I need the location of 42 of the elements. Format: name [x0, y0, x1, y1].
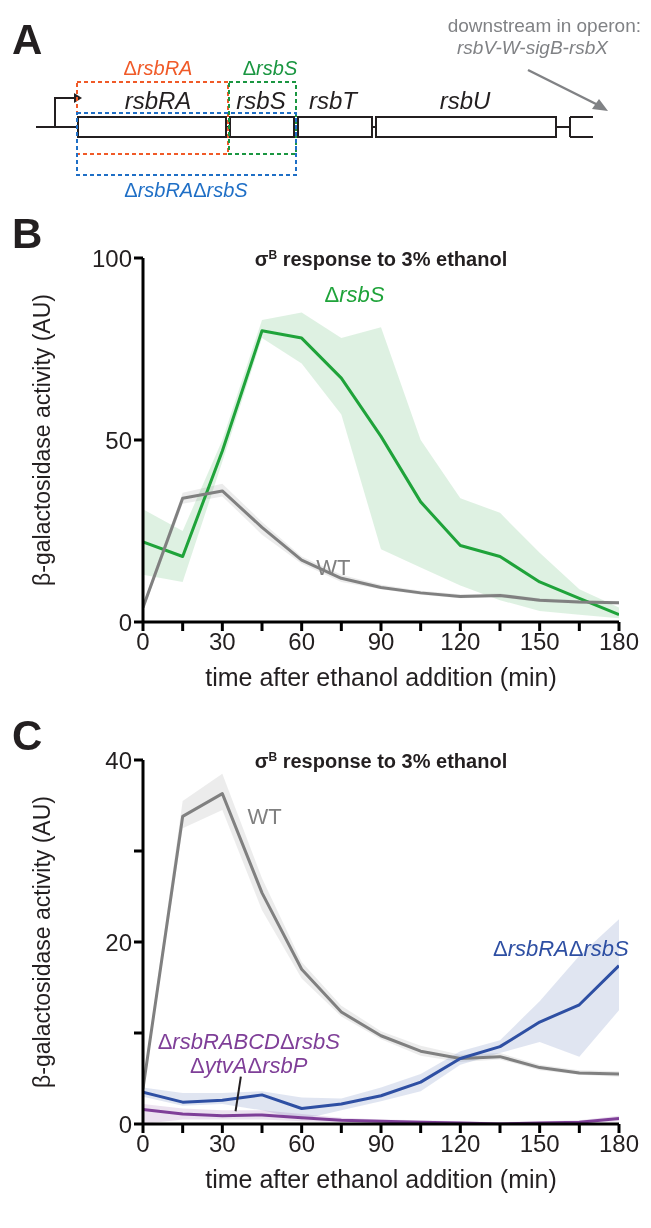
x-tick-label: 60: [288, 1130, 316, 1158]
x-tick-label: 180: [598, 628, 640, 656]
text: rsbT: [309, 87, 360, 114]
x-tick-label: 30: [208, 1130, 236, 1158]
series-label: WT: [247, 803, 282, 829]
x-tick-label: 180: [598, 1130, 640, 1158]
text: ΔrsbRABCDΔrsbS ΔytvAΔrsbP: [157, 1029, 340, 1079]
y-axis-title: β-galactosidase activity (AU): [29, 294, 55, 586]
y-tick-label: 0: [118, 1110, 132, 1138]
x-tick-label: 0: [136, 628, 150, 656]
series-label: ΔrsbS: [324, 281, 385, 307]
x-tick-label: 120: [440, 628, 481, 656]
y-tick-label: 50: [105, 426, 132, 454]
series-label: ΔrsbRAΔrsbS: [492, 935, 630, 961]
text: ΔrsbS: [242, 57, 298, 79]
text: rsbV-W-sigB-rsbX: [457, 37, 610, 58]
text: rsbRA: [124, 87, 192, 114]
text: C: [12, 712, 43, 759]
y-tick-label: 20: [105, 928, 132, 956]
text: rsbU: [439, 87, 491, 114]
x-tick-label: 60: [288, 628, 316, 656]
chart-title: σ$^{B}$ response to 3% ethanol: [254, 248, 508, 270]
x-tick-label: 90: [367, 628, 395, 656]
text: downstream in operon:: [447, 15, 641, 36]
y-tick-label: 0: [118, 608, 132, 636]
x-tick-label: 90: [367, 1130, 395, 1158]
text: A: [12, 16, 43, 63]
y-tick-label: 40: [105, 746, 132, 774]
text: ΔrsbRA: [123, 57, 193, 79]
text: ΔrsbRAΔrsbS: [124, 179, 249, 201]
x-tick-label: 0: [136, 1130, 150, 1158]
y-axis-title: β-galactosidase activity (AU): [29, 796, 55, 1088]
x-tick-label: 120: [440, 1130, 481, 1158]
x-tick-label: 30: [208, 628, 236, 656]
chart-title: σ$^{B}$ response to 3% ethanol: [254, 750, 508, 772]
text: B: [12, 210, 43, 257]
x-axis-title: time after ethanol addition (min): [205, 663, 557, 691]
x-tick-label: 150: [519, 1130, 560, 1158]
x-tick-label: 150: [519, 628, 560, 656]
x-axis-title: time after ethanol addition (min): [205, 1165, 557, 1193]
text: rsbS: [236, 87, 286, 114]
y-tick-label: 100: [91, 244, 132, 272]
